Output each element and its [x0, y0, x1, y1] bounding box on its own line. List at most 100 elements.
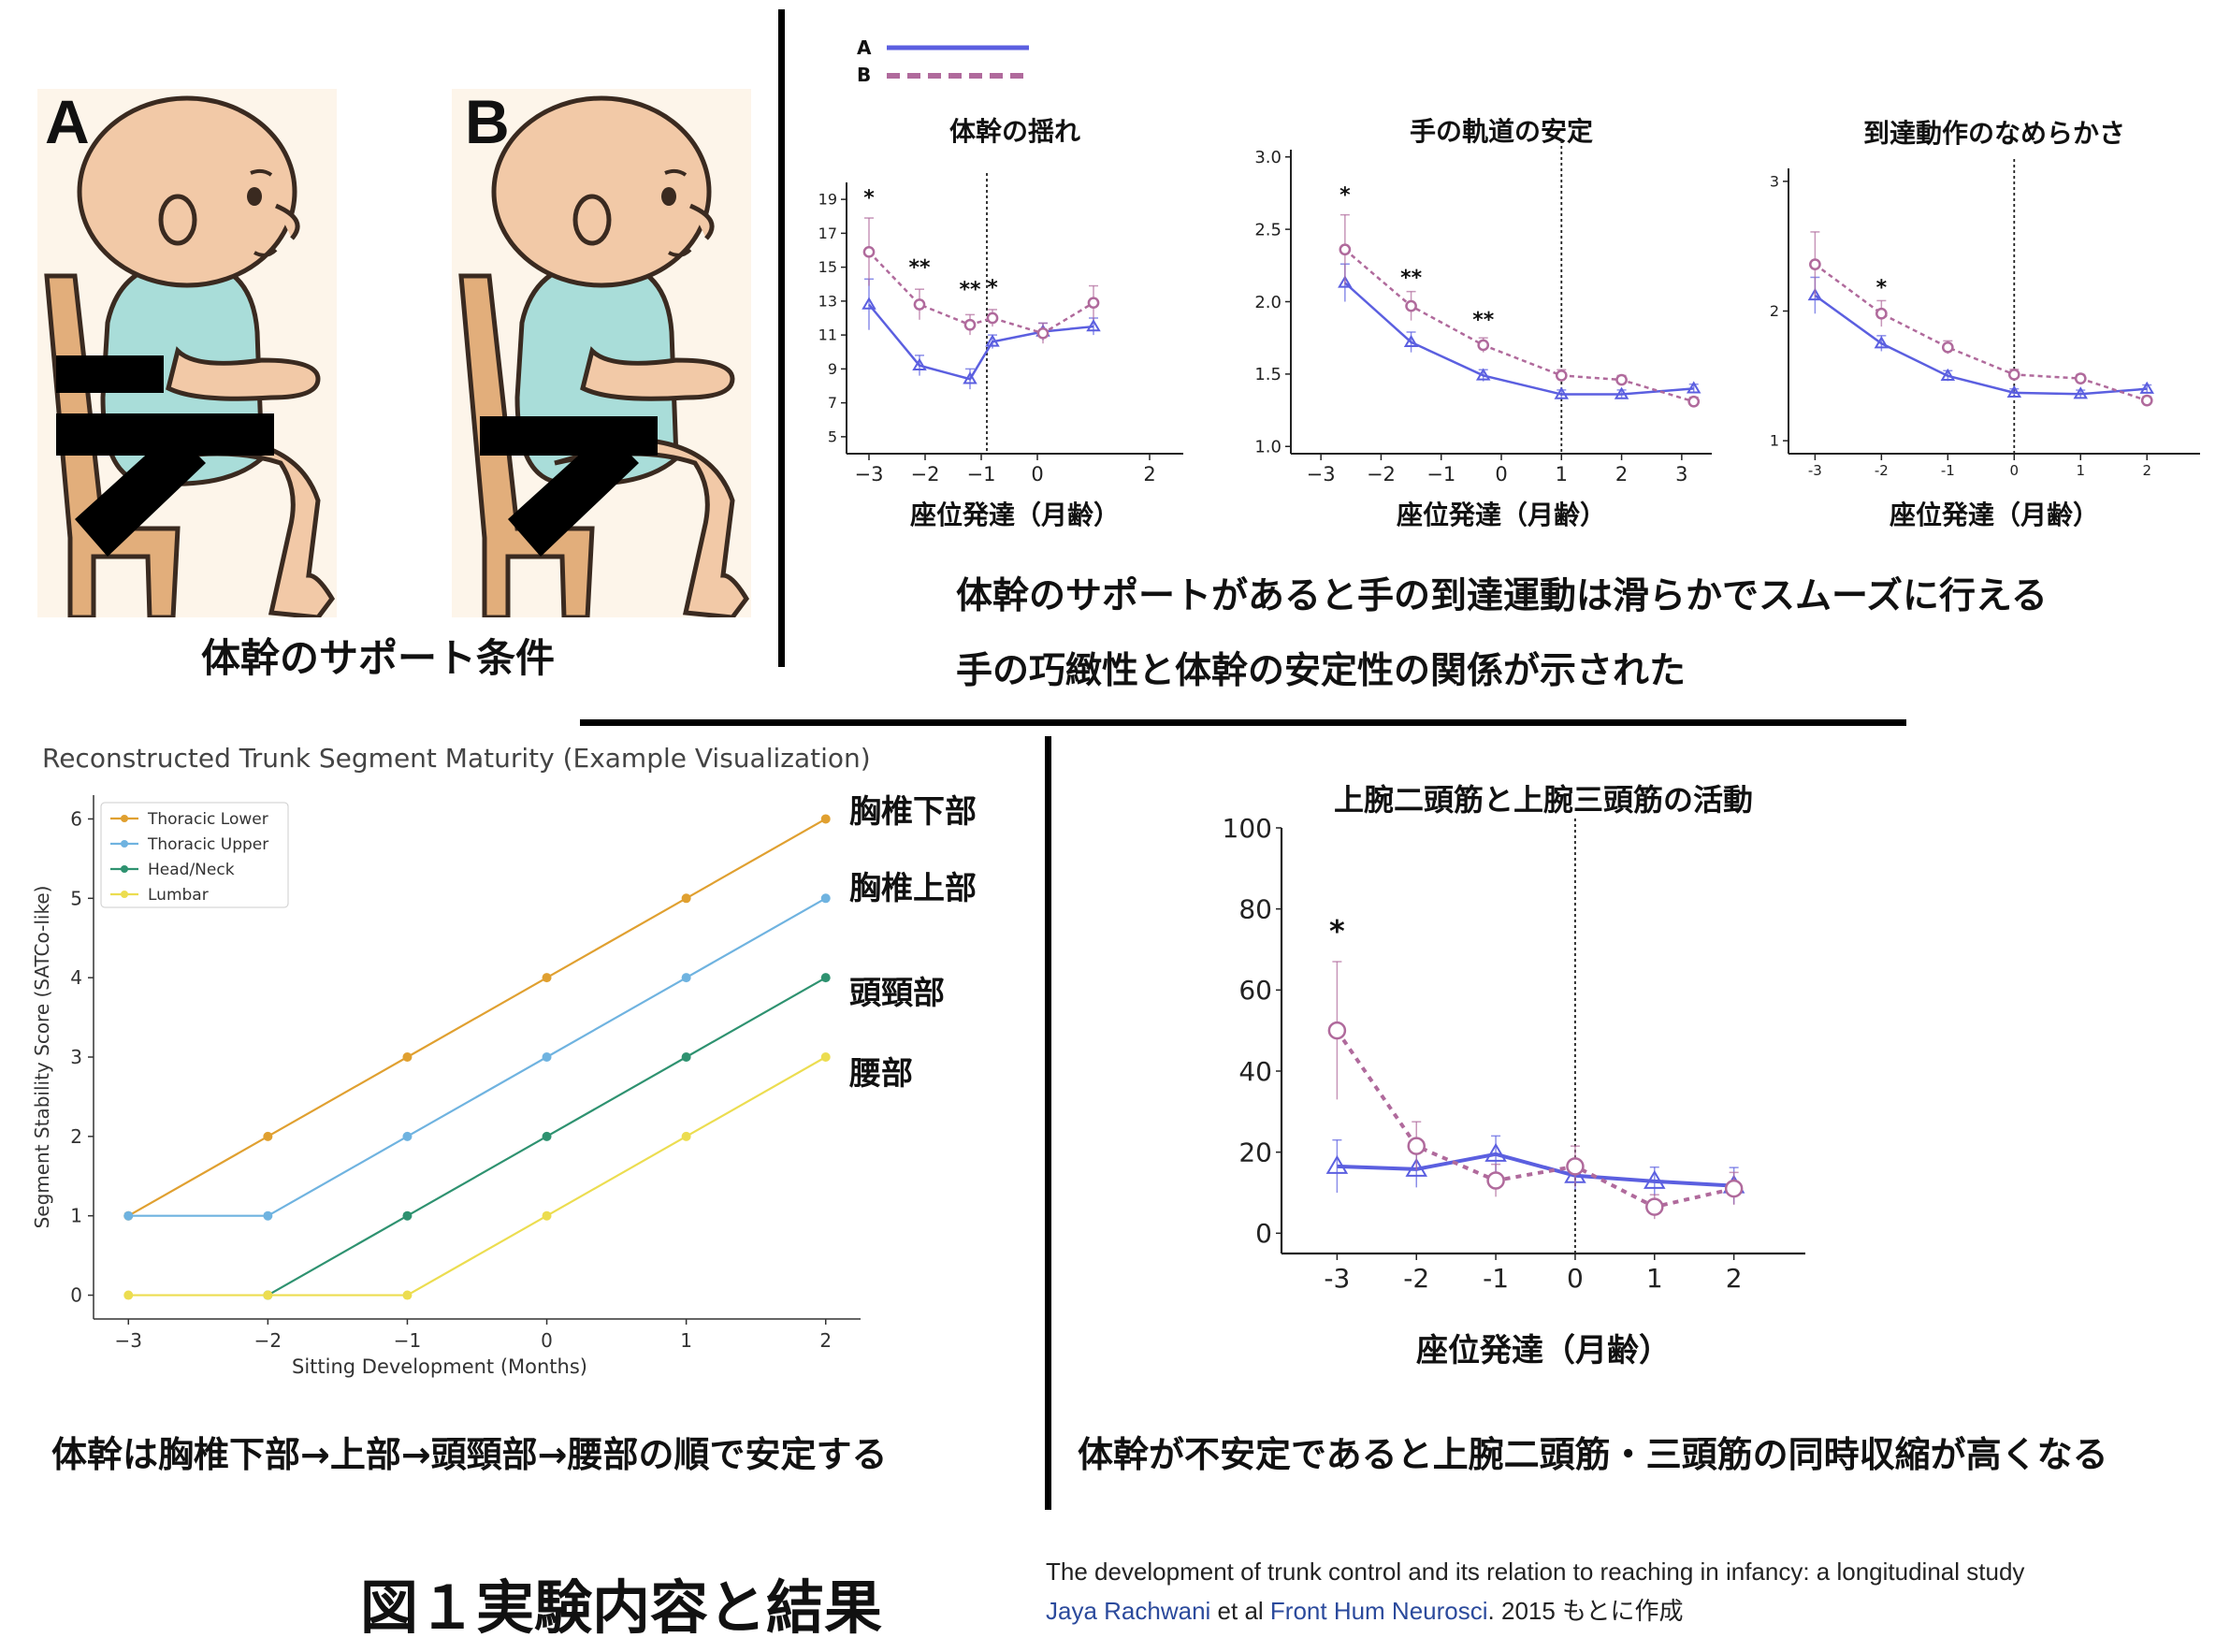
series-line-b [868, 251, 1094, 335]
series-line-1 [128, 897, 827, 1217]
side-label-head-neck: 頭頸部 [849, 975, 945, 1012]
data-point-b [2007, 369, 2020, 381]
x-tick-label: −2 [1367, 463, 1396, 485]
data-point-a [1940, 368, 1956, 382]
y-tick-label: 19 [818, 191, 837, 209]
data-point [542, 1210, 552, 1221]
data-point [820, 814, 831, 824]
x-tick-label: −2 [254, 1329, 282, 1352]
data-point [263, 1290, 273, 1300]
significance-mark: * [1339, 184, 1351, 208]
data-point-b [1327, 1021, 1347, 1040]
x-tick-label: −1 [394, 1329, 421, 1352]
chart-title: 到達動作のなめらかさ [1863, 118, 2125, 149]
data-point-a [963, 371, 977, 384]
y-tick-label: 2.0 [1254, 293, 1282, 312]
label-b: B [465, 87, 510, 156]
series-line-a [868, 303, 1094, 381]
data-point-a [1403, 334, 1419, 348]
data-point-b [1724, 1179, 1744, 1198]
x-tick-label: -1 [1483, 1263, 1509, 1294]
x-tick-label: 3 [1675, 463, 1687, 485]
vertical-divider-top [778, 9, 785, 667]
series-line-b [1814, 263, 2148, 402]
data-point-b [2074, 372, 2087, 384]
x-axis-label: 座位発達（月齢） [910, 500, 1120, 530]
chart-hand-trajectory: 手の軌道の安定 1.0 1.5 2.0 2.5 3.0 −3 −2 −1 0 1 2 3 * ** ** 座位発… [1244, 103, 1712, 543]
data-point [681, 893, 691, 904]
reference-citation: Jaya Rachwani et al Front Hum Neurosci. … [1046, 1592, 2024, 1627]
data-point-b [1809, 258, 1821, 270]
data-point-b [1486, 1171, 1505, 1190]
data-point-b [1687, 395, 1701, 408]
y-tick-label: 60 [1238, 975, 1272, 1006]
data-point-b [1087, 297, 1100, 310]
significance-mark: ** [959, 278, 981, 301]
chart-muscle-activity: 上腕二頭筋と上腕三頭筋の活動 0 20 40 60 80 100 -3 -2 -1 0 1 2 * 座位発達… [1207, 776, 1955, 1384]
x-tick-label: 0 [2010, 462, 2020, 479]
side-label-thoracic-lower: 胸椎下部 [849, 793, 977, 831]
y-tick-label: 13 [818, 292, 837, 310]
significance-mark: * [1329, 913, 1345, 949]
y-tick-label: 3.0 [1254, 148, 1282, 167]
data-point [681, 1131, 691, 1141]
y-tick-label: 0 [70, 1284, 82, 1307]
reference-title: The development of trunk control and its… [1046, 1558, 2025, 1586]
y-tick-label: 17 [818, 225, 837, 242]
y-tick-label: 20 [1238, 1137, 1272, 1167]
legend-marker [121, 840, 128, 848]
baby-illustration-b [452, 89, 751, 620]
data-point-a [1614, 386, 1629, 399]
y-tick-label: 2 [70, 1125, 82, 1148]
x-tick-label: -1 [1941, 462, 1955, 479]
y-tick-label: 2 [1770, 302, 1779, 320]
legend-label-a: A [857, 36, 872, 59]
significance-mark: ** [1400, 267, 1423, 290]
reference-author-link[interactable]: Jaya Rachwani [1046, 1597, 1211, 1625]
series-line-a [1337, 1152, 1734, 1188]
reference-journal-link[interactable]: Front Hum Neurosci [1269, 1597, 1488, 1625]
x-axis-label: 座位発達（月齢） [1890, 500, 2099, 530]
data-point-a [1338, 275, 1353, 288]
legend-svg: A B [857, 36, 1029, 86]
caption-top-right-line2: 手の巧緻性と体幹の安定性の関係が示された [956, 650, 1687, 692]
legend-entry: Thoracic Lower [147, 810, 268, 829]
data-point-b [913, 298, 926, 311]
x-tick-label: 0 [541, 1329, 553, 1352]
series-line-0 [127, 818, 827, 1217]
x-tick-label: −3 [1307, 463, 1336, 485]
side-label-thoracic-upper: 胸椎上部 [849, 870, 977, 907]
data-point-b [1941, 341, 1954, 354]
data-point [820, 893, 831, 904]
data-point-b [986, 312, 999, 325]
chart-segment-maturity: Reconstructed Trunk Segment Maturity (Ex… [19, 739, 1001, 1413]
y-tick-label: 100 [1223, 813, 1272, 844]
caption-bottom-right: 体幹が不安定であると上腕二頭筋・三頭筋の同時収縮が高くなる [1078, 1434, 2108, 1475]
data-point [681, 1052, 691, 1062]
chart-title: 上腕二頭筋と上腕三頭筋の活動 [1334, 782, 1753, 818]
data-point-a [1484, 1142, 1507, 1162]
data-point-b [1407, 1137, 1426, 1155]
chart-title: 体幹の揺れ [949, 116, 1080, 147]
x-tick-label: −1 [967, 463, 996, 485]
data-point-b [1566, 1157, 1585, 1176]
data-point-b [1036, 326, 1050, 340]
data-point [123, 1290, 134, 1300]
chart-muscle-activity-svg: 上腕二頭筋と上腕三頭筋の活動 0 20 40 60 80 100 -3 -2 -1 0 1 2 * 座位発達… [1223, 782, 1805, 1369]
x-axis-label: Sitting Development (Months) [292, 1355, 587, 1378]
baby-in-chair-image-b [452, 89, 751, 620]
x-tick-label: 2 [1726, 1263, 1743, 1294]
x-tick-label: 2 [819, 1329, 832, 1352]
y-tick-label: 1.5 [1254, 365, 1282, 384]
data-point-b [862, 245, 876, 258]
data-point [542, 1052, 552, 1062]
x-tick-label: -3 [1808, 462, 1822, 479]
data-point-a [1807, 287, 1823, 301]
y-tick-label: 7 [828, 394, 837, 412]
figure-title: 図１実験内容と結果 [360, 1573, 883, 1642]
data-point-b [1405, 299, 1417, 312]
data-point [402, 1131, 413, 1141]
data-point-a [1475, 368, 1491, 381]
